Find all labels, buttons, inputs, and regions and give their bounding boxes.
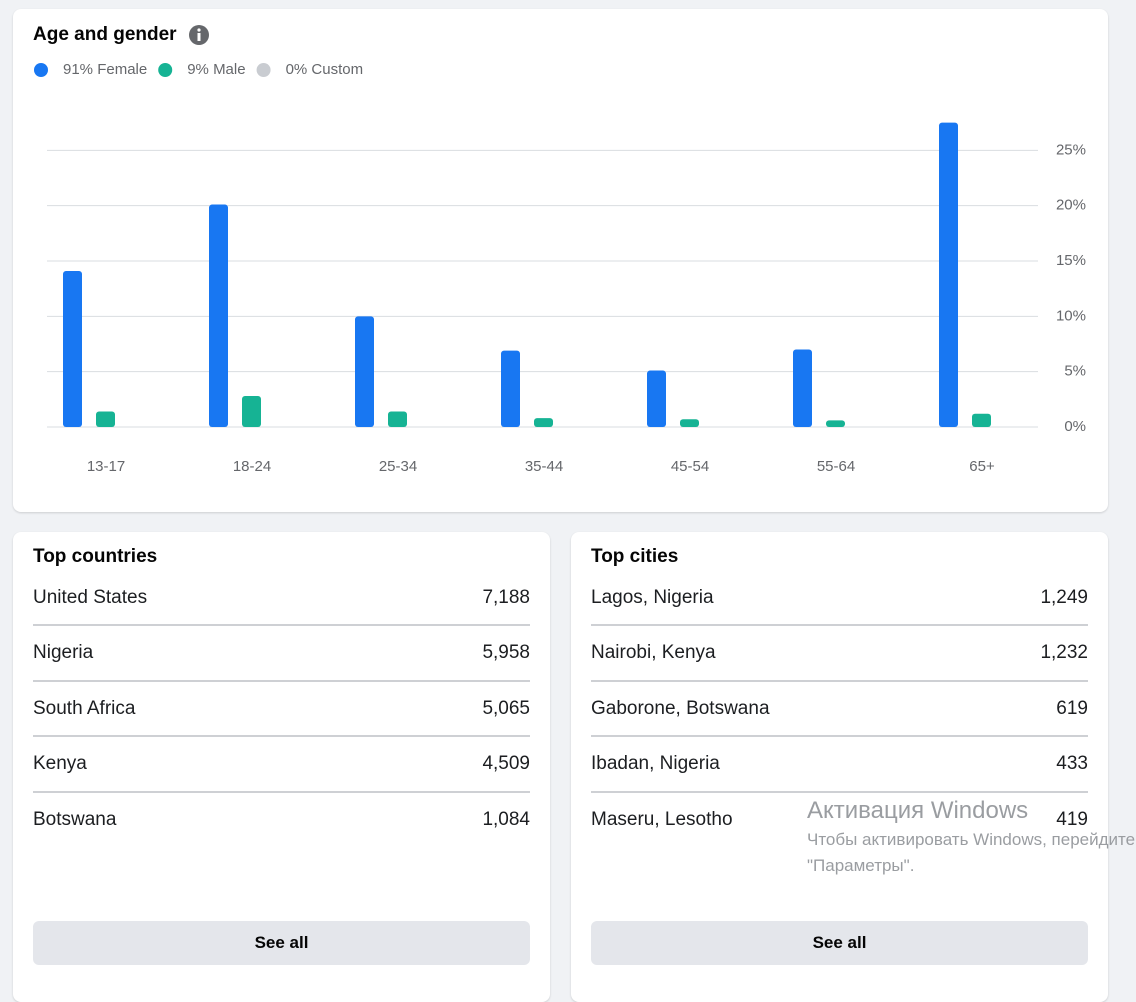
list-row: Lagos, Nigeria 1,249 [591,570,1088,625]
divider [591,624,1088,626]
row-label: South Africa [33,697,136,719]
row-label: United States [33,586,148,608]
x-tick-label: 35-44 [525,458,563,475]
bar [96,411,115,427]
list-row: Nigeria 5,958 [33,626,530,681]
legend-swatch [34,63,48,77]
info-icon[interactable] [189,25,209,45]
y-tick-label: 0% [1064,418,1086,435]
top-countries-card: Top countries United States 7,188 Nigeria 5,… [13,532,550,1002]
bar [826,420,845,427]
x-tick-label: 55-64 [817,458,855,475]
legend-swatch [256,63,271,77]
list-row: Kenya 4,509 [33,737,530,792]
divider [33,679,530,682]
list-row: Ibadan, Nigeria 433 [591,737,1088,792]
list-row: Nairobi, Kenya 1,232 [591,626,1088,681]
row-value: 1,232 [1040,642,1088,663]
row-label: Gaborone, Botswana [591,697,770,719]
see-all-button[interactable]: See all [591,921,1088,965]
bar [680,419,699,427]
bar [534,418,553,427]
bar [501,350,520,427]
legend-swatch [158,63,173,77]
list-row: Maseru, Lesotho 419 [591,792,1088,847]
see-all-button[interactable]: See all [33,921,530,965]
row-label: Lagos, Nigeria [591,586,714,608]
row-label: Kenya [33,753,87,774]
age-gender-card: Age and gender 91% Female 9% Male 0% Custo… [13,9,1108,512]
list-row: Gaborone, Botswana 619 [591,681,1088,736]
list-row: Botswana 1,084 [33,792,530,847]
x-tick-label: 65+ [969,458,995,475]
top-cities-card: Top cities Lagos, Nigeria 1,249 Nairobi, Ke… [571,532,1108,1002]
x-tick-label: 45-54 [671,458,709,475]
y-tick-label: 10% [1056,307,1086,324]
row-value: 5,958 [482,642,530,663]
bar [209,204,228,427]
bar [63,270,82,427]
card-title: Top countries [33,546,158,567]
legend-label: 0% Custom [286,61,364,78]
y-tick-label: 5% [1064,363,1086,380]
x-tick-label: 18-24 [233,458,271,475]
y-tick-label: 15% [1056,252,1086,269]
card-title: Top cities [591,546,679,567]
row-value: 419 [1056,808,1088,830]
watermark-title: Активация Windows [807,797,1029,824]
x-tick-label: 13-17 [87,458,125,475]
row-label: Nairobi, Kenya [591,642,716,663]
row-value: 1,084 [482,808,530,830]
y-tick-label: 25% [1056,141,1086,158]
legend-label: 91% Female [63,61,147,78]
divider [591,679,1088,682]
divider [591,790,1088,793]
divider [33,735,530,737]
divider [591,735,1088,737]
row-label: Nigeria [33,642,94,663]
bar [939,122,958,428]
row-value: 433 [1056,753,1088,774]
divider [33,790,530,793]
x-tick-label: 25-34 [379,458,417,475]
divider [33,624,530,626]
watermark-text: "Параметры". [807,856,915,875]
row-value: 1,249 [1040,586,1088,608]
row-label: Botswana [33,808,117,830]
bar [972,413,991,427]
bar [793,349,812,427]
row-value: 5,065 [482,697,530,719]
row-value: 4,509 [482,753,530,774]
bar [388,411,407,427]
watermark-text: Чтобы активировать Windows, перейдите [807,830,1136,849]
chart-title: Age and gender [33,24,177,45]
row-label: Maseru, Lesotho [591,808,733,830]
list-row: United States 7,188 [33,570,530,625]
row-label: Ibadan, Nigeria [591,753,720,774]
bar [242,396,261,427]
row-value: 619 [1056,697,1088,719]
chart: Age and gender 91% Female 9% Male 0% Custo… [33,24,1086,475]
bar [355,316,374,427]
list-row: South Africa 5,065 [33,681,530,736]
bar [647,370,666,427]
legend-label: 9% Male [187,61,245,78]
row-value: 7,188 [482,586,530,608]
y-tick-label: 20% [1056,197,1086,214]
